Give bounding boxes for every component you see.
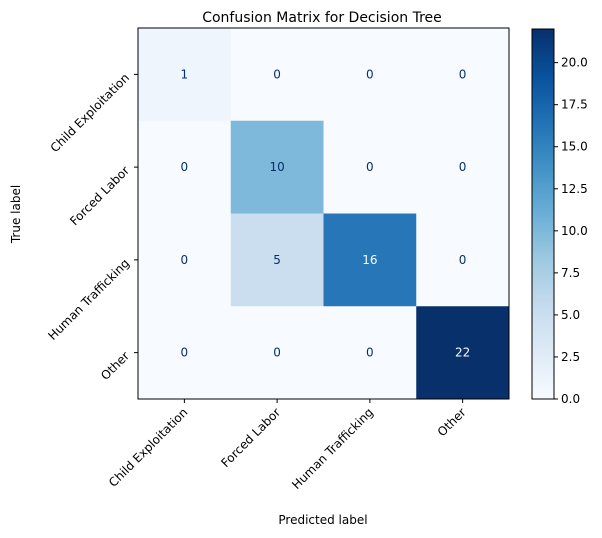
cell-value-label: 1 <box>181 67 189 81</box>
heatmap-cell <box>323 213 417 307</box>
heatmap-cell <box>416 306 510 400</box>
x-tick-label: Other <box>435 405 469 439</box>
heatmap-cell <box>230 213 324 307</box>
colorbar-tick-label: 2.5 <box>561 350 580 364</box>
heatmap-cell <box>323 306 417 400</box>
colorbar-tick-label: 17.5 <box>561 98 588 112</box>
heatmap-cell <box>138 28 232 122</box>
y-tick-label: Forced Labor <box>67 163 132 228</box>
y-axis-ticks: Child Exploitation Forced Labor Human Traf… <box>45 71 138 383</box>
heatmap-cell <box>230 120 324 214</box>
cell-value-label: 0 <box>366 67 374 81</box>
y-tick-label: Human Trafficking <box>45 256 132 343</box>
plot-frame <box>137 27 510 400</box>
colorbar-tick-label: 12.5 <box>561 182 588 196</box>
heatmap-cell <box>230 306 324 400</box>
cell-value-label: 0 <box>181 160 189 174</box>
cell-value-label: 0 <box>181 346 189 360</box>
y-tick-label: Child Exploitation <box>48 71 132 155</box>
colorbar-tick-label: 5.0 <box>561 308 580 322</box>
cell-value-label: 10 <box>269 160 284 174</box>
heatmap-cell <box>138 120 232 214</box>
heatmap-cell <box>416 28 510 122</box>
cell-value-label: 0 <box>181 253 189 267</box>
colorbar <box>531 28 555 400</box>
cell-value-label: 5 <box>273 253 281 267</box>
cell-value-label: 0 <box>273 346 281 360</box>
heatmap-cell <box>323 28 417 122</box>
cell-value-label: 0 <box>366 160 374 174</box>
x-axis-title: Predicted label <box>278 513 367 527</box>
x-tick-label: Forced Labor <box>218 405 283 470</box>
y-axis-title: True label <box>9 185 23 244</box>
heatmap-cells: 1 0 0 00 10 0 00 5 16 00 0 0 22 <box>138 28 510 400</box>
colorbar-tick-label: 0.0 <box>561 392 580 406</box>
heatmap-cell <box>416 213 510 307</box>
heatmap-cell <box>416 120 510 214</box>
colorbar-tick-label: 15.0 <box>561 140 588 154</box>
chart-title: Confusion Matrix for Decision Tree <box>202 10 442 26</box>
heatmap-cell <box>230 28 324 122</box>
cell-value-label: 0 <box>459 160 467 174</box>
colorbar-tick-label: 7.5 <box>561 266 580 280</box>
x-tick-label: Human Trafficking <box>289 405 376 492</box>
heatmap-cell <box>323 120 417 214</box>
cell-value-label: 0 <box>366 346 374 360</box>
colorbar-tick-label: 10.0 <box>561 224 588 238</box>
cell-value-label: 16 <box>362 253 377 267</box>
y-tick-label: Other <box>98 349 132 383</box>
heatmap-cell <box>138 213 232 307</box>
x-axis-ticks: Child Exploitation Forced Labor Human Traf… <box>106 399 469 492</box>
cell-value-label: 0 <box>273 67 281 81</box>
x-tick-label: Child Exploitation <box>106 405 190 489</box>
heatmap-cell <box>138 306 232 400</box>
colorbar-tick-label: 20.0 <box>561 56 588 70</box>
cell-value-label: 0 <box>459 67 467 81</box>
cell-value-label: 22 <box>455 346 470 360</box>
cell-value-label: 0 <box>459 253 467 267</box>
colorbar-ticks: 0.0 2.5 5.0 7.5 10.0 12.5 15.0 17.5 20.0 <box>554 56 588 406</box>
